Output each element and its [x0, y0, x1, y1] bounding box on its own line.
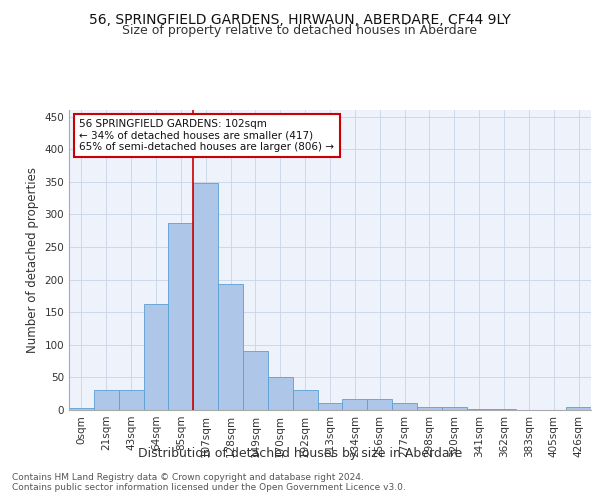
Bar: [417, 406, 442, 410]
Bar: [169, 223, 193, 410]
Bar: [293, 390, 317, 410]
Text: 56 SPRINGFIELD GARDENS: 102sqm
← 34% of detached houses are smaller (417)
65% of: 56 SPRINGFIELD GARDENS: 102sqm ← 34% of …: [79, 119, 334, 152]
Text: Contains public sector information licensed under the Open Government Licence v3: Contains public sector information licen…: [12, 484, 406, 492]
Bar: [268, 378, 293, 410]
Bar: [317, 403, 343, 410]
Text: Size of property relative to detached houses in Aberdare: Size of property relative to detached ho…: [122, 24, 478, 37]
Bar: [566, 406, 591, 410]
Y-axis label: Number of detached properties: Number of detached properties: [26, 167, 39, 353]
Bar: [343, 399, 367, 410]
Bar: [367, 399, 392, 410]
Bar: [442, 406, 467, 410]
Bar: [218, 284, 243, 410]
Bar: [69, 408, 94, 410]
Bar: [467, 408, 491, 410]
Text: 56, SPRINGFIELD GARDENS, HIRWAUN, ABERDARE, CF44 9LY: 56, SPRINGFIELD GARDENS, HIRWAUN, ABERDA…: [89, 12, 511, 26]
Text: Distribution of detached houses by size in Aberdare: Distribution of detached houses by size …: [138, 448, 462, 460]
Bar: [392, 404, 417, 410]
Bar: [94, 390, 119, 410]
Bar: [193, 183, 218, 410]
Bar: [119, 390, 143, 410]
Bar: [491, 408, 517, 410]
Bar: [143, 304, 169, 410]
Text: Contains HM Land Registry data © Crown copyright and database right 2024.: Contains HM Land Registry data © Crown c…: [12, 472, 364, 482]
Bar: [243, 352, 268, 410]
